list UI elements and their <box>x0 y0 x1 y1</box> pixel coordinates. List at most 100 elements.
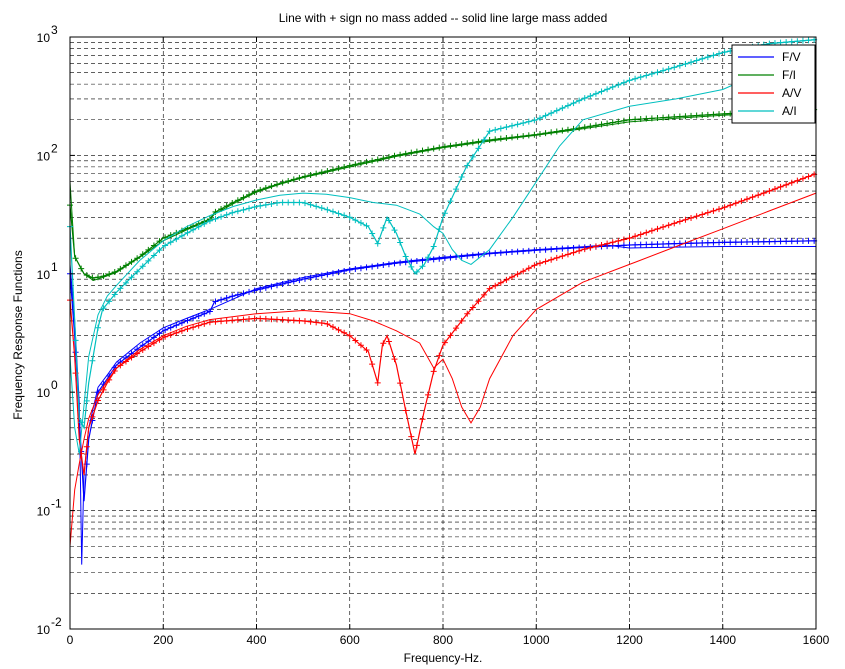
series-marker-A/V <box>296 317 303 324</box>
series-marker-A/I <box>458 173 465 180</box>
series-marker-F/V <box>475 251 482 258</box>
series-marker-A/I <box>301 200 308 207</box>
series-marker-F/V <box>240 290 247 297</box>
x-ticks: 0 200 400 600 800 1000 1200 1400 1600 <box>67 37 830 647</box>
series-marker-A/V <box>620 236 627 243</box>
y-tick-exponent: 0 <box>51 378 58 392</box>
series-marker-F/V <box>162 327 169 334</box>
series-marker-A/I <box>402 253 409 260</box>
series-marker-A/V <box>760 190 767 197</box>
series-marker-F/V <box>374 262 381 269</box>
series-marker-F/I <box>559 127 566 134</box>
series-marker-F/V <box>749 238 756 245</box>
series-marker-A/I <box>318 205 325 212</box>
series-marker-F/V <box>760 238 767 245</box>
series-marker-F/I <box>592 122 599 129</box>
series-marker-A/V <box>229 317 236 324</box>
series-marker-F/I <box>648 115 655 122</box>
series-marker-F/I <box>441 143 448 150</box>
series-marker-A/V <box>509 273 516 280</box>
series-marker-F/V <box>285 279 292 286</box>
series-marker-F/I <box>587 123 594 130</box>
series-marker-F/I <box>106 271 113 278</box>
series-marker-A/V <box>777 183 784 190</box>
y-tick-label: 10 <box>37 505 51 519</box>
series-marker-F/I <box>279 179 286 186</box>
y-tick-label: 10 <box>37 623 51 637</box>
series-marker-A/V <box>218 318 225 325</box>
series-marker-F/V <box>402 259 409 266</box>
series-marker-F/V <box>156 330 163 337</box>
series-marker-F/I <box>100 273 107 280</box>
series-marker-F/V <box>665 240 672 247</box>
series-marker-A/V <box>676 218 683 225</box>
series-marker-A/V <box>721 204 728 211</box>
series-marker-F/V <box>380 262 387 269</box>
series-marker-A/I <box>699 55 706 62</box>
series-marker-A/V <box>150 340 157 347</box>
series-marker-A/I <box>592 90 599 97</box>
series-marker-F/I <box>514 133 521 140</box>
series-marker-F/V <box>251 287 258 294</box>
series-marker-F/I <box>150 242 157 249</box>
series-marker-A/I <box>626 77 633 84</box>
series-marker-A/V <box>223 317 230 324</box>
series-marker-A/V <box>363 347 370 354</box>
series-marker-A/V <box>604 240 611 247</box>
series-marker-F/I <box>145 246 152 253</box>
series-marker-A/V <box>436 352 443 359</box>
series-marker-A/I <box>162 242 169 249</box>
series-marker-F/I <box>341 163 348 170</box>
series-marker-F/V <box>514 248 521 255</box>
series-marker-F/I <box>576 125 583 132</box>
series-marker-F/I <box>453 141 460 148</box>
series-marker-A/V <box>318 320 325 327</box>
series-marker-F/V <box>766 238 773 245</box>
series-marker-A/V <box>117 362 124 369</box>
series-marker-A/V <box>553 254 560 261</box>
series-marker-F/I <box>699 112 706 119</box>
series-marker-A/V <box>732 200 739 207</box>
series-marker-A/V <box>430 368 437 375</box>
series-marker-F/V <box>732 239 739 246</box>
series-marker-F/I <box>380 155 387 162</box>
series-marker-F/I <box>72 255 79 262</box>
series-marker-F/V <box>497 249 504 256</box>
series-marker-F/I <box>234 197 241 204</box>
series-marker-A/V <box>738 198 745 205</box>
series-marker-F/V <box>464 252 471 259</box>
series-marker-A/I <box>660 67 667 74</box>
series-marker-F/V <box>783 238 790 245</box>
series-marker-F/V <box>721 239 728 246</box>
series-marker-A/V <box>89 413 96 420</box>
series-marker-F/V <box>654 241 661 248</box>
series-marker-F/V <box>419 257 426 264</box>
series-marker-F/V <box>469 252 476 259</box>
series-marker-F/I <box>318 169 325 176</box>
series-marker-A/V <box>128 354 135 361</box>
series-marker-F/I <box>676 113 683 120</box>
series-marker-A/V <box>167 331 174 338</box>
series-marker-F/V <box>531 247 538 254</box>
series-marker-F/I <box>156 238 163 245</box>
y-tick-label: 10 <box>37 268 51 282</box>
series-marker-F/I <box>128 258 135 265</box>
series-marker-F/I <box>262 184 269 191</box>
series-marker-A/I <box>290 199 297 206</box>
series-marker-F/V <box>184 317 191 324</box>
series-marker-F/V <box>234 291 241 298</box>
series-marker-F/V <box>648 241 655 248</box>
series-marker-A/I <box>329 208 336 215</box>
series-marker-A/V <box>246 316 253 323</box>
x-tick-label: 1000 <box>523 633 550 647</box>
y-axis-label: Frequency Response Functions <box>11 250 25 419</box>
y-tick-label: 10 <box>37 386 51 400</box>
series-marker-A/V <box>699 211 706 218</box>
x-tick-label: 1200 <box>616 633 643 647</box>
series-marker-A/I <box>156 247 163 254</box>
series-marker-A/I <box>251 203 258 210</box>
series-marker-A/I <box>665 65 672 72</box>
series-marker-A/I <box>688 59 695 66</box>
series-marker-A/V <box>352 337 359 344</box>
series-marker-F/V <box>458 253 465 260</box>
